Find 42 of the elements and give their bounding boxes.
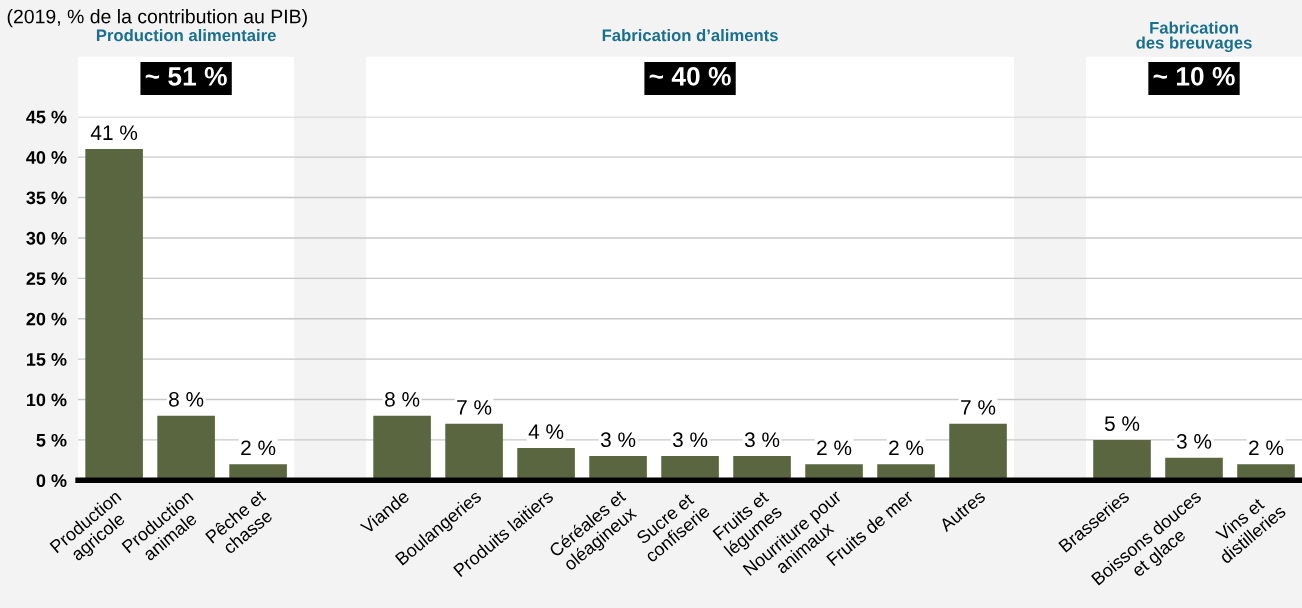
bar <box>589 456 647 481</box>
bar <box>445 423 503 481</box>
data-label: 7 % <box>961 400 996 415</box>
data-label: 2 % <box>817 440 852 456</box>
y-tick-label: 30 % <box>26 231 67 245</box>
bar <box>157 415 215 481</box>
bar <box>733 456 791 481</box>
data-label: 2 % <box>1249 440 1284 456</box>
text: Production alimentaire <box>96 28 276 42</box>
y-tick-label: 5 % <box>36 433 67 447</box>
bar <box>373 415 431 481</box>
text: ~ 40 % <box>649 66 731 86</box>
bar <box>1093 439 1151 481</box>
bar <box>517 448 575 481</box>
y-tick-label: 20 % <box>26 312 67 326</box>
y-tick-label: 25 % <box>26 272 67 286</box>
data-label: 3 % <box>744 432 780 448</box>
y-tick-label: 35 % <box>26 191 67 205</box>
text: ~ 51 % <box>145 67 227 86</box>
text: Fabrication d’aliments <box>602 28 778 42</box>
data-label: 7 % <box>457 400 492 415</box>
data-label: 3 % <box>600 432 636 448</box>
y-tick-label: 10 % <box>26 393 67 407</box>
bar <box>949 423 1007 481</box>
chart-subtitle: (2019, % de la contribution au PIB) <box>7 9 307 28</box>
data-label: 8 % <box>169 391 204 407</box>
y-tick-label: 45 % <box>26 110 67 124</box>
data-label: 3 % <box>1176 433 1212 449</box>
data-label: 2 % <box>889 440 924 456</box>
bar <box>85 149 143 481</box>
data-label: 4 % <box>528 424 564 439</box>
y-tick-label: 15 % <box>26 353 67 366</box>
data-label: 3 % <box>672 432 708 448</box>
data-label: 8 % <box>385 391 420 407</box>
text: ~ 10 % <box>1153 66 1235 86</box>
bar <box>661 456 719 481</box>
y-tick-label: 40 % <box>26 151 67 164</box>
data-label: 5 % <box>1104 416 1140 431</box>
data-label: 2 % <box>241 440 276 456</box>
text: Fabrication des breuvages <box>1136 21 1252 53</box>
y-tick-label: 0 % <box>36 474 67 488</box>
data-label: 41 % <box>90 125 138 141</box>
